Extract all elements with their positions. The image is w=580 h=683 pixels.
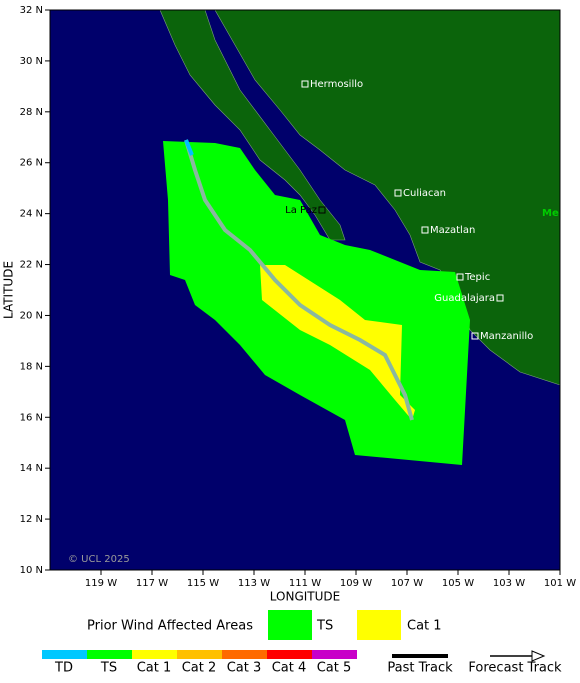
legend-label: TS [316, 619, 333, 634]
legend-title: Prior Wind Affected Areas [87, 619, 253, 634]
city-label: Guadalajara [434, 293, 495, 304]
city-label: Mazatlan [430, 225, 475, 236]
city-marker [301, 80, 309, 88]
x-tick-label: 103 W [493, 578, 525, 589]
scale-label: Cat 4 [272, 661, 307, 676]
y-tick-label: 10 N [20, 565, 43, 576]
city-marker [318, 206, 326, 214]
y-axis-label: LATITUDE [2, 261, 16, 319]
legend-label: Forecast Track [468, 661, 562, 676]
scale-swatch [177, 650, 222, 659]
x-tick-label: 107 W [391, 578, 423, 589]
city-label: Me [542, 208, 559, 219]
scale-swatch [132, 650, 177, 659]
scale-label: Cat 2 [182, 661, 217, 676]
city-label: Manzanillo [480, 331, 533, 342]
y-tick-label: 16 N [20, 412, 43, 423]
scale-label: TD [54, 661, 73, 676]
y-tick-label: 12 N [20, 514, 43, 525]
y-tick-label: 28 N [20, 107, 43, 118]
x-tick-label: 115 W [187, 578, 219, 589]
x-tick-label: 119 W [85, 578, 117, 589]
city-label: La Paz [285, 205, 317, 216]
intensity-scale: TD TS Cat 1 Cat 2 Cat 3 Cat 4 Cat 5 [42, 650, 357, 676]
y-tick-label: 24 N [20, 209, 43, 220]
copyright: © UCL 2025 [68, 554, 130, 565]
y-tick-label: 32 N [20, 5, 43, 16]
y-tick-label: 20 N [20, 310, 43, 321]
scale-swatch [222, 650, 267, 659]
storm-track [184, 139, 414, 421]
x-tick-label: 117 W [136, 578, 168, 589]
scale-swatch [267, 650, 312, 659]
legend-swatch [357, 610, 401, 640]
legend-label: Cat 1 [407, 619, 442, 634]
x-tick-label: 109 W [340, 578, 372, 589]
x-tick-label: 113 W [238, 578, 270, 589]
city-label: Culiacan [403, 188, 446, 199]
legend-label: Past Track [387, 661, 453, 676]
y-tick-label: 22 N [20, 260, 43, 271]
scale-swatch [87, 650, 132, 659]
storm-track-td [184, 139, 194, 156]
x-axis-label: LONGITUDE [270, 590, 340, 604]
city-label: Hermosillo [310, 79, 363, 90]
y-tick-label: 26 N [20, 158, 43, 169]
scale-label: Cat 1 [137, 661, 172, 676]
scale-label: Cat 3 [227, 661, 262, 676]
city-marker [421, 226, 429, 234]
forecast-track-arrow [531, 650, 546, 662]
city-marker [471, 332, 479, 340]
y-tick-label: 18 N [20, 361, 43, 372]
scale-swatch [42, 650, 87, 659]
legend-swatch [268, 610, 312, 640]
scale-label: Cat 5 [317, 661, 352, 676]
x-tick-label: 101 W [544, 578, 576, 589]
y-tick-label: 30 N [20, 56, 43, 67]
city-label: Tepic [464, 272, 490, 283]
scale-label: TS [100, 661, 117, 676]
x-tick-label: 111 W [289, 578, 321, 589]
city-marker [394, 189, 402, 197]
city-marker [496, 294, 504, 302]
scale-swatch [312, 650, 357, 659]
x-tick-label: 105 W [442, 578, 474, 589]
y-tick-label: 14 N [20, 463, 43, 474]
city-marker [456, 273, 464, 281]
cities: Hermosillo Culiacan La Paz Mazatlan Tepi… [285, 79, 559, 342]
mainland [214, 9, 561, 386]
